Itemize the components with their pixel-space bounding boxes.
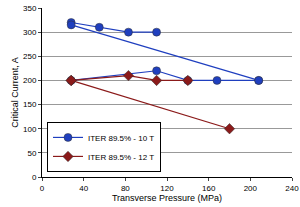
svg-text:300: 300	[23, 28, 37, 37]
svg-text:ITER 89.5% - 12 T: ITER 89.5% - 12 T	[88, 153, 154, 162]
svg-text:150: 150	[23, 100, 37, 109]
svg-text:50: 50	[27, 149, 36, 158]
svg-text:200: 200	[23, 76, 37, 85]
svg-text:40: 40	[79, 184, 88, 193]
svg-text:Critical Current, A: Critical Current, A	[10, 57, 20, 128]
svg-text:100: 100	[23, 125, 37, 134]
svg-text:80: 80	[121, 184, 130, 193]
svg-text:160: 160	[202, 184, 216, 193]
svg-text:120: 120	[160, 184, 174, 193]
svg-text:0: 0	[40, 184, 45, 193]
svg-text:250: 250	[23, 52, 37, 61]
svg-text:0: 0	[32, 173, 37, 182]
svg-text:240: 240	[285, 184, 299, 193]
svg-text:350: 350	[23, 4, 37, 13]
svg-text:Transverse Pressure (MPa): Transverse Pressure (MPa)	[112, 193, 222, 203]
svg-text:200: 200	[244, 184, 258, 193]
svg-text:ITER 89.5% - 10 T: ITER 89.5% - 10 T	[88, 134, 154, 143]
